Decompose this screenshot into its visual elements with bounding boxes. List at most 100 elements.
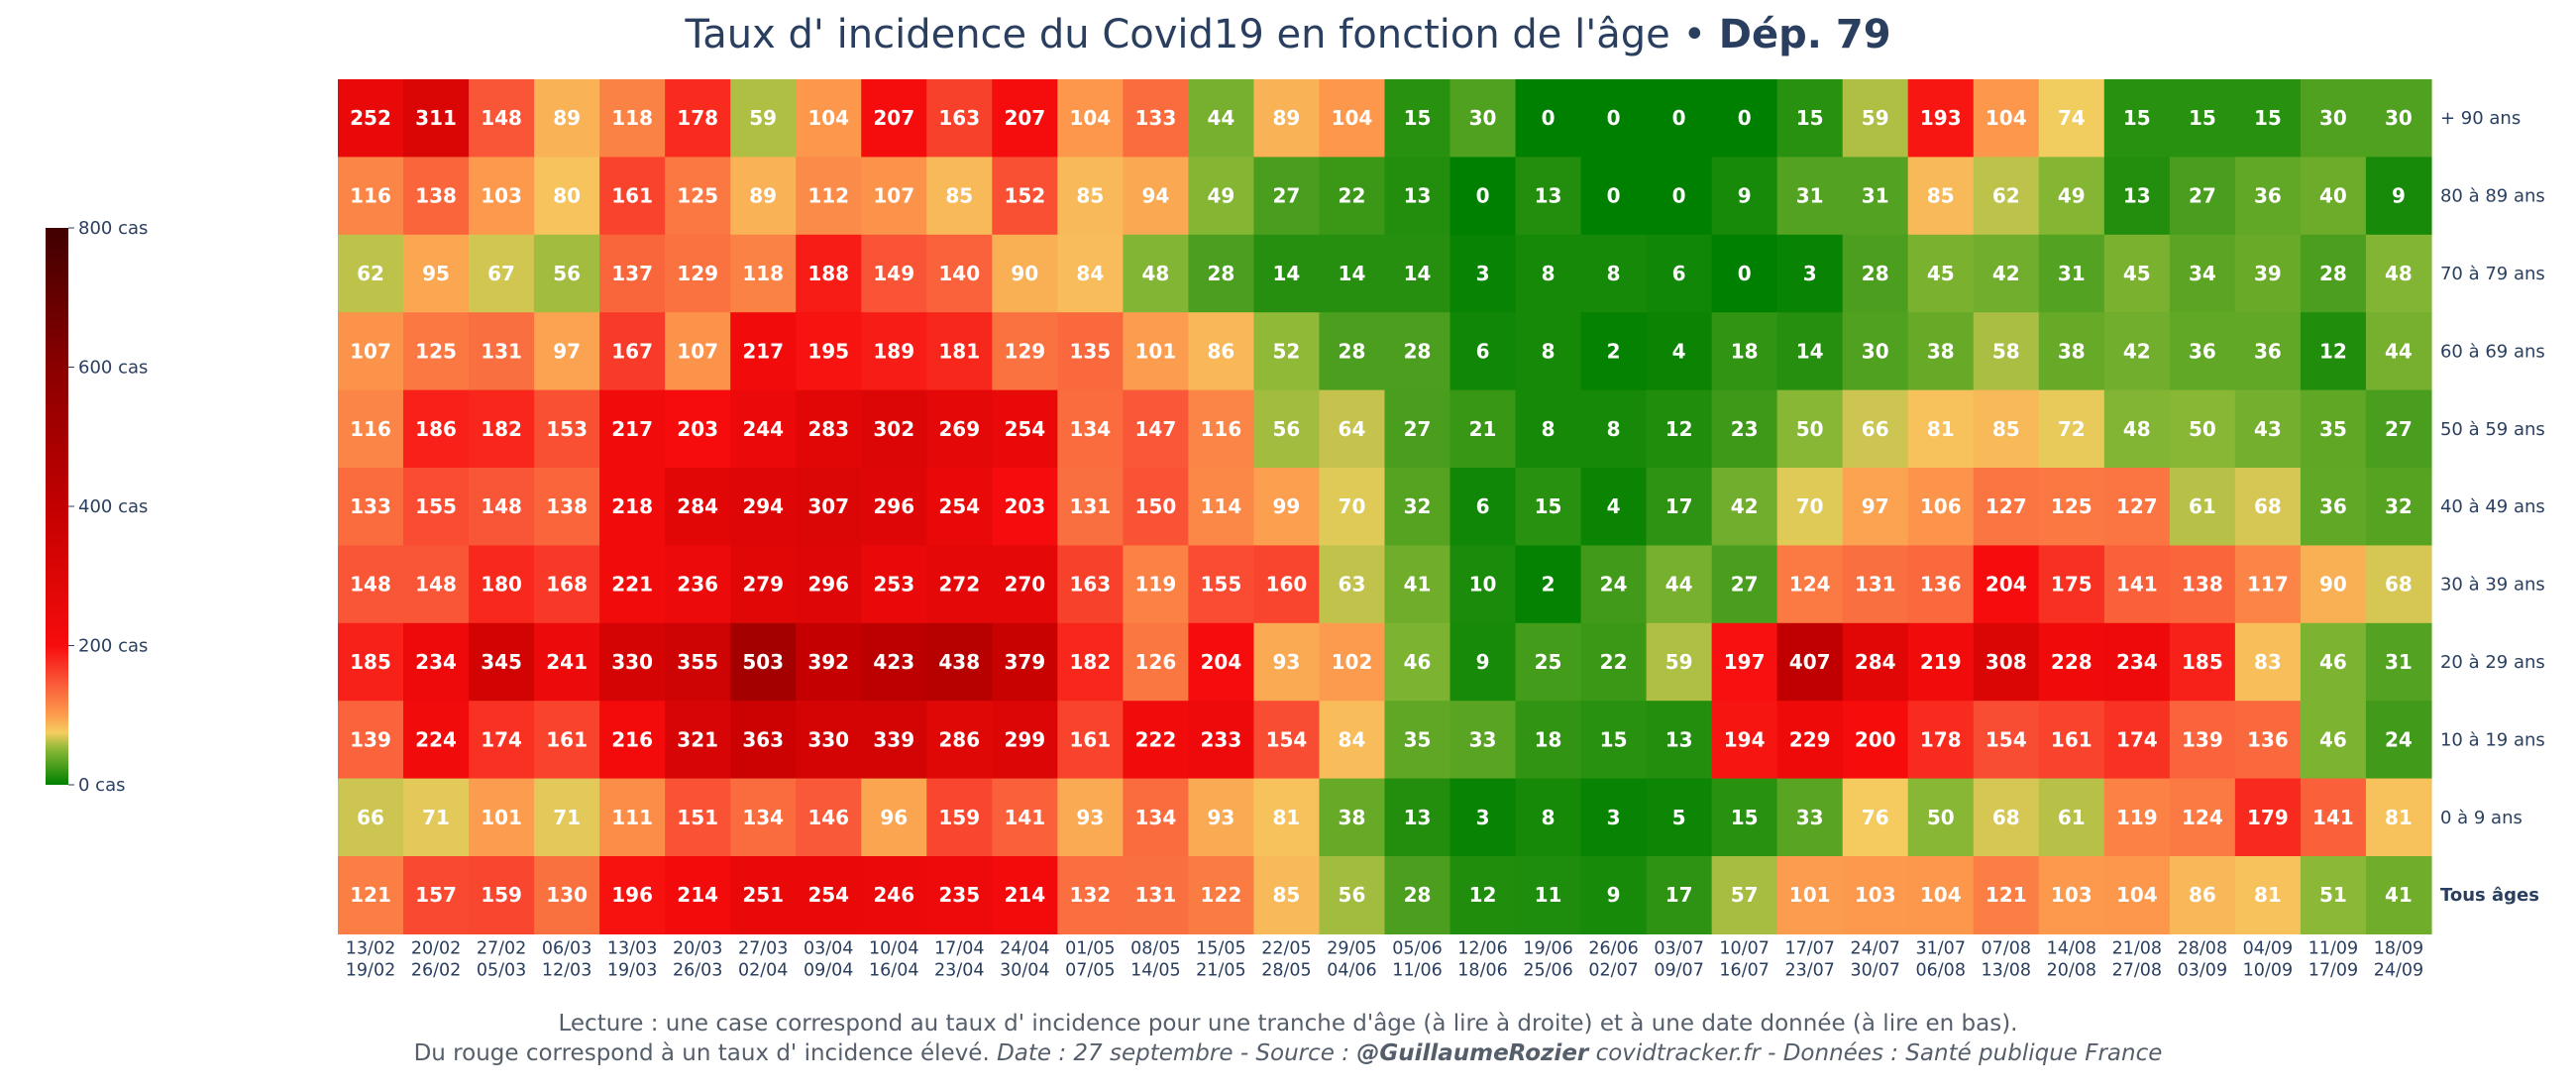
cell-value-label: 175 (2051, 573, 2093, 597)
heatmap-cell (2103, 389, 2171, 469)
cell-value-label: 130 (546, 883, 588, 907)
chart-title-main: Taux d' incidence du Covid19 en fonction… (684, 12, 1669, 57)
cell-value-label: 74 (2058, 106, 2086, 130)
cell-value-label: 45 (1927, 262, 1955, 285)
heatmap-cell (1123, 778, 1189, 857)
heatmap-cell (599, 468, 666, 546)
heatmap-cell (1319, 468, 1386, 546)
cell-value-label: 133 (350, 494, 391, 518)
heatmap-cell (534, 389, 600, 469)
heatmap-cell (992, 701, 1058, 780)
heatmap-cell (1449, 312, 1517, 391)
heatmap-cell (665, 234, 731, 313)
heatmap-cell (992, 389, 1058, 469)
cell-value-label: 222 (1135, 727, 1177, 751)
cell-value-label: 0 (1672, 184, 1686, 208)
cell-value-label: 68 (1992, 806, 2020, 829)
heatmap-cell (534, 856, 600, 934)
heatmap-cell (2300, 778, 2367, 857)
heatmap-cell (926, 157, 993, 236)
cell-value-label: 136 (1920, 573, 1962, 597)
cell-value-label: 204 (1986, 573, 2027, 597)
cell-value-label: 9 (1738, 184, 1752, 208)
heatmap-cell (1384, 468, 1451, 546)
cell-value-label: 93 (1273, 650, 1301, 674)
cell-value-label: 104 (807, 106, 849, 130)
column-label-end: 23/07 (1784, 960, 1834, 980)
cell-value-label: 296 (807, 573, 849, 597)
cell-value-label: 355 (677, 650, 718, 674)
heatmap-cell (1580, 468, 1648, 546)
cell-value-label: 8 (1607, 417, 1621, 441)
cell-value-label: 24 (2385, 727, 2413, 751)
heatmap-cell (1973, 778, 2040, 857)
cell-value-label: 147 (1135, 417, 1177, 441)
cell-value-label: 45 (2123, 262, 2151, 285)
heatmap-cell (469, 79, 535, 158)
heatmap-cell (2038, 312, 2105, 391)
cell-value-label: 66 (357, 806, 384, 829)
heatmap-cell (861, 622, 927, 702)
cell-value-label: 8 (1542, 262, 1556, 285)
cell-value-label: 104 (1986, 106, 2027, 130)
heatmap-cell (2169, 468, 2236, 546)
cell-value-label: 64 (1339, 417, 1366, 441)
cell-value-label: 62 (1992, 184, 2020, 208)
heatmap-cell (338, 312, 404, 391)
cell-value-label: 0 (1738, 106, 1752, 130)
cell-value-label: 407 (1789, 650, 1831, 674)
column-label-start: 19/06 (1523, 938, 1572, 958)
heatmap-cell (2365, 79, 2432, 158)
cell-value-label: 392 (807, 650, 849, 674)
heatmap-cell (1711, 778, 1778, 857)
cell-value-label: 14 (1796, 339, 1824, 363)
heatmap-cell (534, 157, 600, 236)
heatmap-cell (1188, 778, 1255, 857)
cell-value-label: 30 (1862, 339, 1889, 363)
heatmap-cell (2169, 389, 2236, 469)
heatmap-cell (1973, 389, 2040, 469)
cell-value-label: 48 (1141, 262, 1169, 285)
heatmap-cell (1188, 622, 1255, 702)
footer-source-label: Date : 27 septembre - Source : (997, 1040, 1356, 1066)
heatmap-cell (730, 545, 797, 624)
heatmap-cell (730, 79, 797, 158)
heatmap-cell (2103, 545, 2171, 624)
cell-value-label: 345 (481, 650, 522, 674)
column-label-start: 10/04 (869, 938, 918, 958)
column-label-start: 21/08 (2112, 938, 2162, 958)
cell-value-label: 28 (2319, 262, 2347, 285)
heatmap-cell (1319, 701, 1386, 780)
heatmap-cell (1973, 622, 2040, 702)
cell-value-label: 193 (1920, 106, 1962, 130)
cell-value-label: 70 (1339, 494, 1366, 518)
chart-title: Taux d' incidence du Covid19 en fonction… (684, 12, 1890, 57)
heatmap-cell (2365, 389, 2432, 469)
cell-value-label: 196 (611, 883, 653, 907)
cell-value-label: 126 (1135, 650, 1177, 674)
cell-value-label: 15 (2189, 106, 2216, 130)
cell-value-label: 93 (1076, 806, 1104, 829)
cell-value-label: 46 (1404, 650, 1432, 674)
heatmap-cell (1907, 545, 1975, 624)
heatmap-cell (1776, 778, 1844, 857)
colorbar-tick-label: 800 cas (78, 218, 148, 239)
cell-value-label: 17 (1665, 883, 1693, 907)
heatmap-cell (469, 234, 535, 313)
cell-value-label: 2 (1607, 339, 1621, 363)
heatmap-cell (861, 856, 927, 934)
column-label-end: 05/03 (477, 960, 526, 980)
heatmap-cell (1646, 856, 1713, 934)
cell-value-label: 160 (1266, 573, 1308, 597)
column-label-end: 13/08 (1982, 960, 2031, 980)
cell-value-label: 131 (1069, 494, 1111, 518)
heatmap-cell (2169, 545, 2236, 624)
cell-value-label: 253 (873, 573, 914, 597)
heatmap-cell (1776, 468, 1844, 546)
heatmap-cell (861, 778, 927, 857)
cell-value-label: 136 (2247, 727, 2289, 751)
cell-value-label: 101 (1135, 339, 1177, 363)
heatmap-cell (469, 856, 535, 934)
cell-value-label: 234 (2116, 650, 2158, 674)
cell-value-label: 18 (1731, 339, 1759, 363)
